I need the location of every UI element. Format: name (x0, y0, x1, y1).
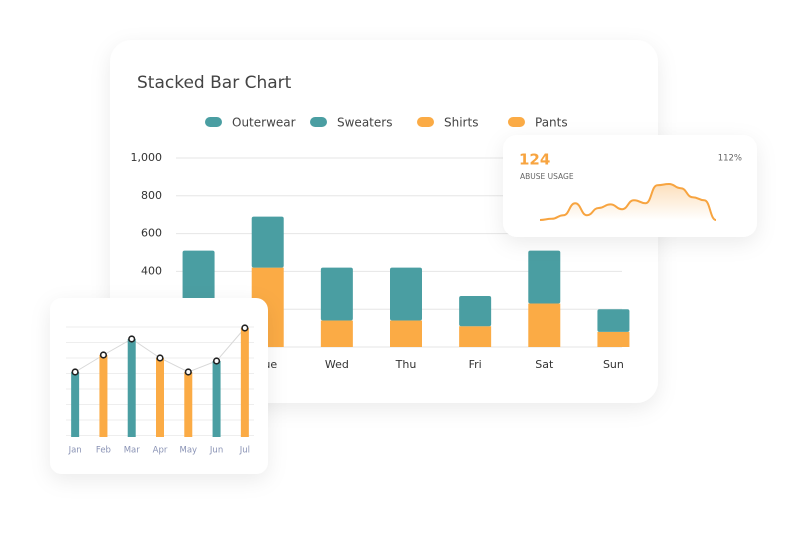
x-tick-label: May (179, 446, 197, 456)
area-fill (540, 184, 716, 220)
marker (99, 351, 108, 359)
legend-swatch (508, 117, 525, 127)
x-tick-label: Thu (395, 358, 417, 371)
legend-swatch (205, 117, 222, 127)
legend-label: Shirts (444, 116, 478, 130)
marker (128, 335, 136, 343)
area-line (539, 182, 717, 221)
headline: 124 (519, 151, 550, 169)
x-tick-label: Mar (124, 446, 141, 456)
marker (241, 324, 249, 332)
bar-segment (459, 326, 492, 347)
bar-segment (320, 267, 353, 321)
bar (212, 361, 221, 437)
marker (184, 368, 192, 376)
legend-swatch (310, 117, 327, 127)
x-tick-label: Feb (96, 446, 111, 456)
y-tick-label: 600 (141, 227, 162, 240)
bar (127, 339, 136, 437)
x-tick-label: Jul (239, 446, 250, 456)
bar (156, 358, 164, 437)
bar-segment (597, 309, 630, 332)
marker (212, 357, 221, 365)
bar-segment (597, 331, 630, 347)
bar (71, 372, 80, 437)
small-card: Jan Feb Mar Apr May Jun Jul (50, 298, 268, 474)
legend-label: Outerwear (232, 116, 296, 130)
x-tick-label: Fri (469, 358, 482, 371)
marker (156, 354, 164, 362)
bar-segment (390, 320, 422, 347)
bar-segment (459, 295, 492, 327)
legend-label: Sweaters (337, 116, 392, 130)
chart-title: Stacked Bar Chart (137, 73, 292, 93)
bar-segment (320, 320, 353, 347)
bar (184, 372, 193, 437)
bar (240, 328, 249, 437)
bar-segment (251, 216, 284, 268)
y-tick-label: 800 (141, 189, 162, 202)
x-tick-label: Apr (153, 446, 168, 456)
x-tick-label: Sat (535, 358, 554, 371)
marker (71, 368, 79, 376)
x-tick-label: Sun (603, 358, 624, 371)
y-tick-label: 1,000 (131, 151, 163, 164)
spark-card: 124 ABUSE USAGE 112% (503, 135, 757, 237)
bar-segment (528, 303, 561, 347)
x-tick-label: Jun (209, 446, 223, 456)
bar-segment (528, 250, 561, 304)
legend-swatch (417, 117, 434, 127)
bar-segment (390, 267, 422, 321)
x-tick-label: Jan (68, 446, 82, 456)
bar (99, 355, 108, 437)
label: ABUSE USAGE (520, 172, 574, 181)
legend-label: Pants (535, 116, 568, 130)
x-tick-label: Wed (325, 358, 349, 371)
y-tick-label: 400 (141, 264, 162, 277)
change: 112% (718, 154, 742, 164)
bar-segment (182, 250, 215, 310)
